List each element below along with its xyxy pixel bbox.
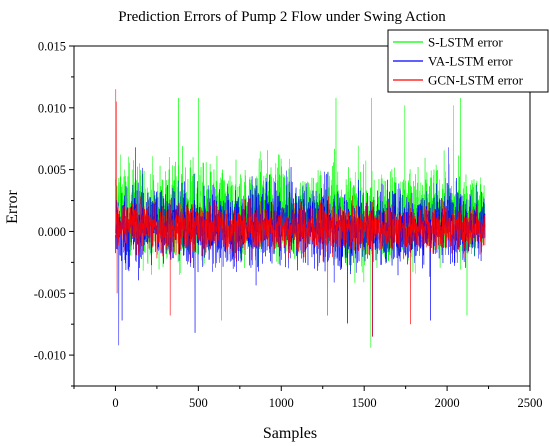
x-tick-label: 500 [189, 396, 208, 410]
x-axis-label: Samples [263, 425, 317, 442]
x-tick-label: 1500 [352, 396, 377, 410]
series-line-2 [115, 147, 486, 346]
x-tick-label: 2500 [518, 396, 543, 410]
y-tick-label: 0.015 [38, 40, 66, 54]
y-tick-label: -0.005 [34, 287, 66, 301]
x-tick-label: 1000 [269, 396, 294, 410]
x-tick-label: 0 [112, 396, 118, 410]
y-axis-label: Error [4, 189, 21, 223]
y-tick-label: 0.010 [38, 101, 66, 115]
legend-label: GCN-LSTM error [428, 73, 524, 88]
series-line-3 [115, 89, 486, 337]
legend: S-LSTM error VA-LSTM error GCN-LSTM error [387, 29, 549, 93]
y-tick-label: 0.005 [38, 163, 66, 177]
plot-area [115, 89, 486, 348]
chart-title: Prediction Errors of Pump 2 Flow under S… [118, 9, 446, 25]
plot-frame [73, 45, 531, 387]
y-tick-label: 0.000 [38, 225, 66, 239]
legend-label: S-LSTM error [428, 35, 503, 50]
x-tick-label: 2000 [435, 396, 460, 410]
y-tick-label: -0.010 [34, 349, 66, 363]
axes: 0 500 1000 1500 2000 2500 -0.010 -0.005 0.000 0.0… [34, 40, 543, 411]
legend-label: VA-LSTM error [428, 54, 513, 69]
